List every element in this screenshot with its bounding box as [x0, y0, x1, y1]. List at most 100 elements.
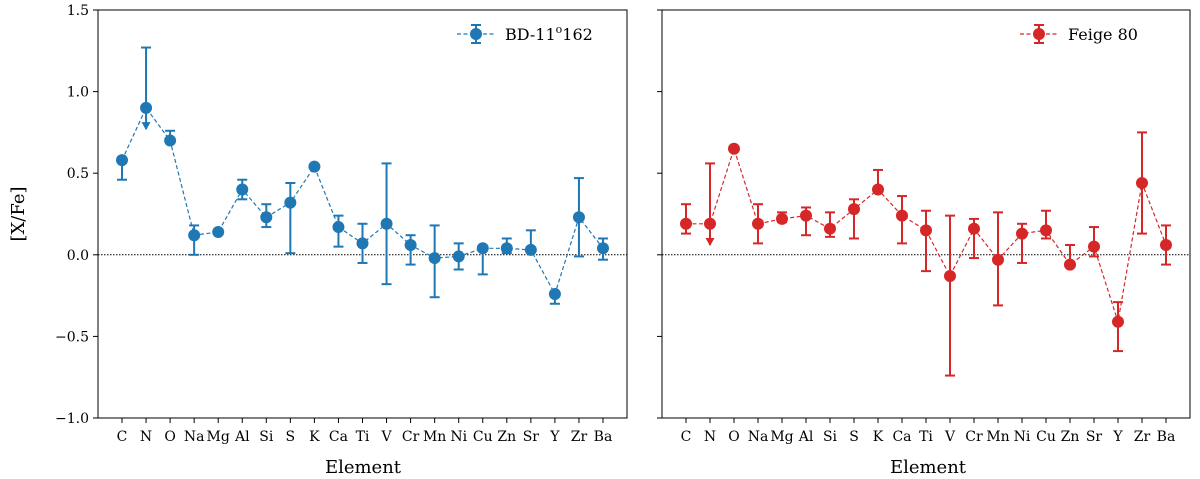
x-tick-label: Y [1112, 429, 1123, 445]
x-tick-label: Sr [1086, 429, 1103, 445]
y-axis-label: [X/Fe] [8, 186, 29, 241]
data-point-y [548, 287, 561, 300]
data-point-k [308, 160, 321, 173]
x-tick-label: S [849, 429, 859, 445]
x-tick-label: Sr [523, 429, 540, 445]
data-point-ni [1016, 227, 1028, 240]
data-point-o [164, 134, 177, 147]
legend-label-tail: 162 [562, 25, 593, 44]
series-line [121, 106, 604, 296]
x-tick-label: Mn [423, 429, 446, 445]
data-point-ca [896, 209, 908, 222]
data-point-v [944, 270, 956, 283]
x-tick-label: C [117, 429, 128, 445]
x-tick-label: Zr [1134, 429, 1151, 445]
x-tick-label: Cu [473, 429, 493, 445]
x-tick-label: Mg [207, 429, 230, 445]
x-tick-label: Zn [1061, 429, 1080, 445]
x-tick-label: K [309, 429, 320, 445]
upper-limit-arrow [141, 122, 151, 131]
data-point-mn [428, 252, 441, 265]
data-point-c [680, 217, 692, 230]
data-point-v [380, 217, 393, 230]
data-point-mg [776, 212, 788, 225]
data-point-ti [920, 224, 932, 237]
data-point-o [728, 142, 740, 155]
x-tick-label: S [286, 429, 296, 445]
data-point-cr [404, 239, 417, 252]
data-point-zn [500, 242, 513, 255]
data-point-cu [1040, 224, 1052, 237]
panel-feige-80: C N O Na Mg Al Si S K Ca Ti V Cr Mn Ni Cu Zn Sr Y Zr Ba Feige… [657, 9, 1191, 445]
x-tick-label: N [704, 429, 716, 445]
data-point-ti [356, 237, 369, 250]
x-tick-label: O [164, 429, 175, 445]
data-point-na [752, 217, 764, 230]
x-tick-label: C [681, 429, 692, 445]
data-point-ca [332, 221, 345, 234]
y-tick-label: 0.0 [67, 248, 89, 264]
x-tick-label: Ba [1157, 429, 1176, 445]
x-tick-label: Ca [892, 429, 911, 445]
x-tick-label: Ti [356, 429, 370, 445]
data-point-mn [992, 253, 1004, 266]
data-point-sr [524, 243, 537, 256]
legend: BD-11o162 [457, 23, 593, 44]
x-tick-label: Ni [1014, 429, 1031, 445]
legend-marker [470, 28, 482, 40]
data-point-ba [597, 242, 609, 255]
x-tick-label: Cr [402, 429, 420, 445]
data-point-k [872, 183, 884, 196]
x-tick-label: Al [234, 429, 250, 445]
x-tick-label: V [380, 429, 392, 445]
x-tick-label: Cr [965, 429, 983, 445]
data-point-s [848, 203, 860, 216]
x-tick-label: Si [259, 429, 274, 445]
data-point-si [260, 211, 273, 224]
data-point-n [704, 217, 716, 230]
data-point-ni [452, 250, 465, 263]
data-point-ba [1160, 239, 1172, 252]
x-tick-label: V [944, 429, 956, 445]
y-tick-label: 1.5 [67, 3, 89, 19]
data-point-zr [1136, 176, 1148, 189]
data-point-na [188, 229, 201, 242]
data-point-cu [476, 242, 489, 255]
data-point-zr [572, 211, 585, 224]
legend: Feige 80 [1020, 24, 1138, 44]
plot-frame [661, 9, 1191, 419]
data-point-al [800, 209, 812, 222]
panel-bd-11-162: −1.0 −0.5 0.0 0.5 1.0 1.5 C N O Na Mg Al Si S K Ca Ti V Cr… [55, 3, 628, 445]
y-tick-label: −0.5 [55, 329, 89, 345]
x-tick-label: Si [823, 429, 838, 445]
data-point-mg [212, 225, 225, 238]
data-point-n [140, 101, 153, 114]
y-tick-label: 0.5 [67, 166, 89, 182]
x-tick-label: Ti [919, 429, 933, 445]
data-point-c [116, 154, 128, 167]
x-tick-label: Mn [986, 429, 1009, 445]
legend-label-main: BD-11 [505, 25, 556, 44]
plot-frame [97, 9, 628, 419]
x-tick-label: Ba [594, 429, 613, 445]
x-axis-label-right: Element [890, 457, 967, 478]
y-tick-label: −1.0 [55, 411, 89, 427]
x-tick-label: O [728, 429, 739, 445]
x-tick-label: Zr [571, 429, 588, 445]
x-tick-label: Zn [497, 429, 516, 445]
y-tick-label: 1.0 [67, 85, 89, 101]
series-line [686, 146, 1167, 322]
legend-label-sup: o [556, 23, 563, 36]
legend-label-main: Feige 80 [1068, 25, 1138, 44]
data-point-sr [1088, 240, 1100, 253]
x-tick-label: Na [184, 429, 205, 445]
data-point-y [1112, 315, 1124, 328]
x-tick-label: Y [549, 429, 560, 445]
x-tick-label: Cu [1036, 429, 1056, 445]
legend-label: Feige 80 [1068, 25, 1138, 44]
data-point-al [236, 183, 249, 196]
x-axis-label-left: Element [325, 457, 402, 478]
upper-limit-arrow [705, 238, 715, 247]
legend-label: BD-11o162 [505, 23, 593, 44]
